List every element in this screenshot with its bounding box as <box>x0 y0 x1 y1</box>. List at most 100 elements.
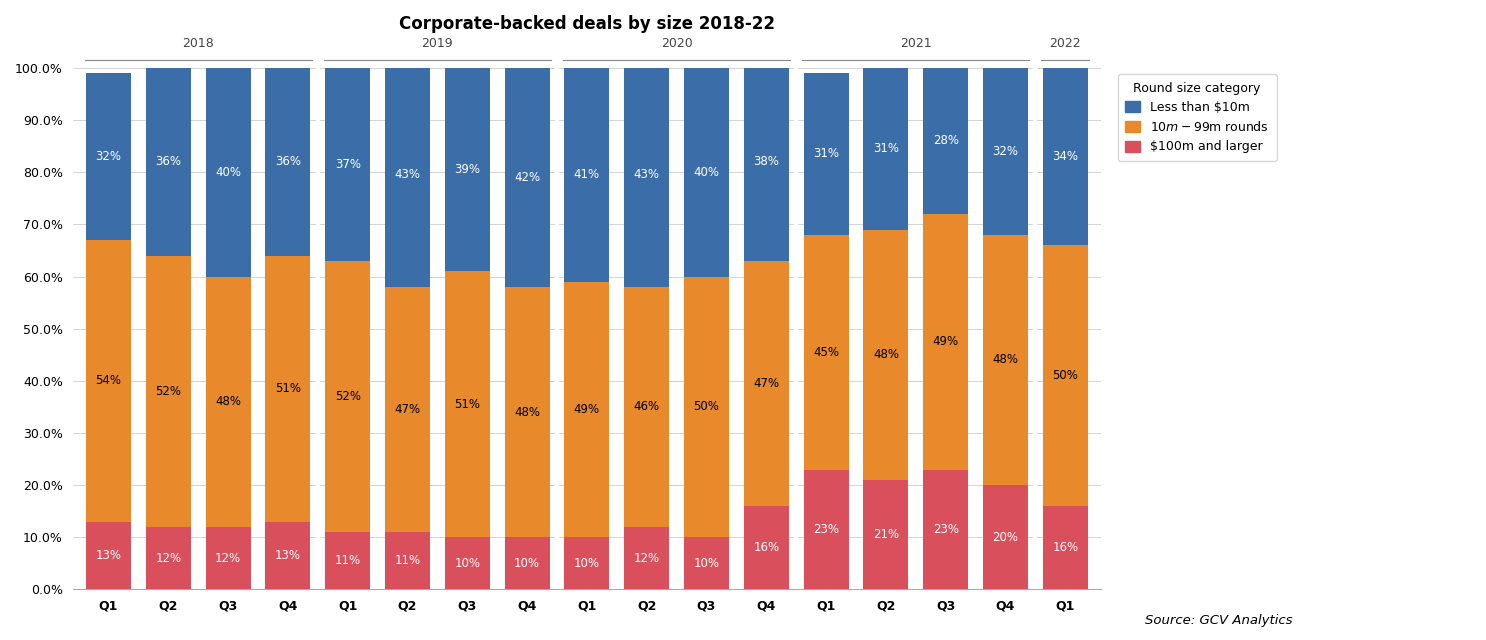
Text: 43%: 43% <box>394 168 421 181</box>
Text: 32%: 32% <box>95 150 122 163</box>
Title: Corporate-backed deals by size 2018-22: Corporate-backed deals by size 2018-22 <box>398 15 774 33</box>
Bar <box>624 287 669 527</box>
Bar <box>565 538 609 589</box>
Text: 54%: 54% <box>95 374 122 387</box>
Text: 11%: 11% <box>334 554 361 567</box>
Bar <box>444 538 490 589</box>
Bar <box>266 255 311 522</box>
Text: 37%: 37% <box>334 158 361 171</box>
Text: 48%: 48% <box>215 396 241 408</box>
Bar <box>325 532 370 589</box>
Text: 16%: 16% <box>753 541 779 554</box>
Bar <box>923 470 969 589</box>
Text: 10%: 10% <box>574 557 600 570</box>
Text: 34%: 34% <box>1052 150 1079 163</box>
Text: 42%: 42% <box>514 171 539 184</box>
Text: 45%: 45% <box>813 346 840 358</box>
Text: 51%: 51% <box>275 382 300 395</box>
Text: 47%: 47% <box>394 403 421 416</box>
Bar <box>86 240 131 522</box>
Text: 36%: 36% <box>155 156 181 168</box>
Bar <box>385 532 429 589</box>
Text: 2022: 2022 <box>1049 36 1082 50</box>
Bar <box>1043 68 1088 245</box>
Text: 47%: 47% <box>753 377 779 390</box>
Text: Source: GCV Analytics: Source: GCV Analytics <box>1146 614 1293 627</box>
Bar <box>744 506 789 589</box>
Text: 12%: 12% <box>155 552 181 564</box>
Bar <box>505 68 550 287</box>
Text: 52%: 52% <box>334 390 361 403</box>
Bar <box>325 68 370 261</box>
Bar <box>205 527 251 589</box>
Bar <box>444 68 490 271</box>
Bar <box>804 235 849 470</box>
Bar <box>923 68 969 214</box>
Text: 23%: 23% <box>813 523 840 536</box>
Text: 23%: 23% <box>933 523 958 536</box>
Bar <box>146 68 190 255</box>
Text: 21%: 21% <box>872 528 899 541</box>
Bar <box>505 287 550 538</box>
Text: 2019: 2019 <box>422 36 453 50</box>
Bar <box>684 68 730 276</box>
Bar <box>565 282 609 538</box>
Text: 51%: 51% <box>455 398 480 411</box>
Bar <box>266 68 311 255</box>
Bar <box>624 63 669 287</box>
Legend: Less than $10m, $10m - $99m rounds, $100m and larger: Less than $10m, $10m - $99m rounds, $100… <box>1117 74 1276 161</box>
Bar <box>1043 245 1088 506</box>
Bar <box>744 63 789 261</box>
Bar <box>86 522 131 589</box>
Text: 40%: 40% <box>215 166 241 179</box>
Bar <box>146 255 190 527</box>
Text: 10%: 10% <box>694 557 719 570</box>
Text: 2021: 2021 <box>901 36 932 50</box>
Bar <box>923 214 969 470</box>
Bar <box>266 522 311 589</box>
Text: 46%: 46% <box>633 401 660 413</box>
Bar <box>624 527 669 589</box>
Bar <box>505 538 550 589</box>
Bar <box>984 68 1028 235</box>
Text: 31%: 31% <box>872 142 899 156</box>
Bar <box>863 480 908 589</box>
Text: 12%: 12% <box>215 552 241 564</box>
Text: 52%: 52% <box>155 385 181 398</box>
Text: 31%: 31% <box>813 147 840 161</box>
Text: 2020: 2020 <box>661 36 692 50</box>
Text: 10%: 10% <box>514 557 539 570</box>
Text: 36%: 36% <box>275 156 300 168</box>
Text: 12%: 12% <box>633 552 660 564</box>
Text: 11%: 11% <box>394 554 421 567</box>
Text: 50%: 50% <box>1052 369 1079 382</box>
Bar <box>205 276 251 527</box>
Text: 20%: 20% <box>993 531 1018 544</box>
Text: 13%: 13% <box>275 549 300 562</box>
Text: 41%: 41% <box>574 168 600 181</box>
Text: 40%: 40% <box>694 166 719 179</box>
Text: 38%: 38% <box>753 156 779 168</box>
Text: 16%: 16% <box>1052 541 1079 554</box>
Bar <box>684 276 730 538</box>
Bar <box>804 470 849 589</box>
Text: 39%: 39% <box>455 163 480 176</box>
Bar <box>984 485 1028 589</box>
Text: 10%: 10% <box>455 557 480 570</box>
Text: 32%: 32% <box>993 145 1018 158</box>
Bar <box>385 287 429 532</box>
Bar <box>385 63 429 287</box>
Bar <box>863 230 908 480</box>
Bar <box>565 68 609 282</box>
Text: 43%: 43% <box>633 168 660 181</box>
Text: 48%: 48% <box>872 348 899 361</box>
Bar <box>1043 506 1088 589</box>
Text: 48%: 48% <box>993 353 1018 367</box>
Text: 49%: 49% <box>933 335 958 348</box>
Bar <box>863 68 908 230</box>
Bar <box>744 261 789 506</box>
Text: 2018: 2018 <box>183 36 214 50</box>
Bar <box>684 538 730 589</box>
Text: 49%: 49% <box>574 403 600 416</box>
Bar <box>325 261 370 532</box>
